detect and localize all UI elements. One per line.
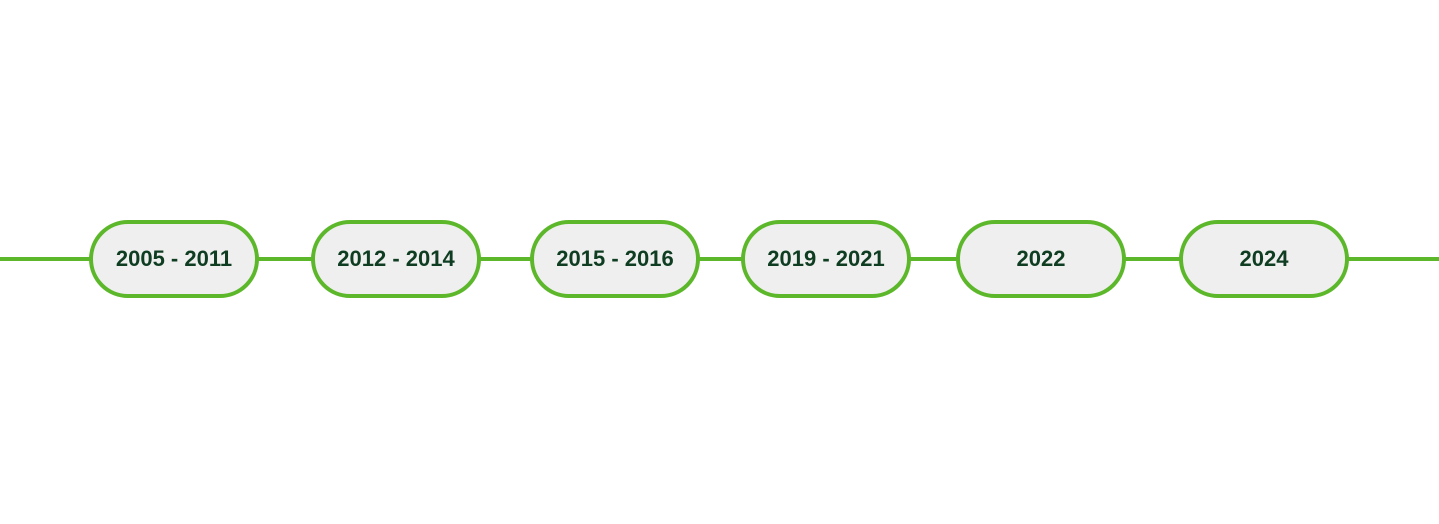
timeline-period-label: 2019 - 2021 xyxy=(767,246,885,271)
timeline-period-2022[interactable]: 2022 xyxy=(956,220,1126,298)
timeline-period-label: 2005 - 2011 xyxy=(115,246,233,271)
timeline-period-label: 2015 - 2016 xyxy=(556,246,674,271)
timeline-period-label: 2012 - 2014 xyxy=(337,246,455,271)
timeline-period-2015-2016[interactable]: 2015 - 2016 xyxy=(530,220,700,298)
timeline-line xyxy=(0,257,1439,261)
timeline-period-label: 2022 xyxy=(1016,246,1066,271)
timeline-period-2024[interactable]: 2024 xyxy=(1179,220,1349,298)
timeline-period-label: 2024 xyxy=(1239,246,1289,271)
timeline-period-2005-2011[interactable]: 2005 - 2011 xyxy=(89,220,259,298)
timeline-period-2019-2021[interactable]: 2019 - 2021 xyxy=(741,220,911,298)
timeline-period-2012-2014[interactable]: 2012 - 2014 xyxy=(311,220,481,298)
